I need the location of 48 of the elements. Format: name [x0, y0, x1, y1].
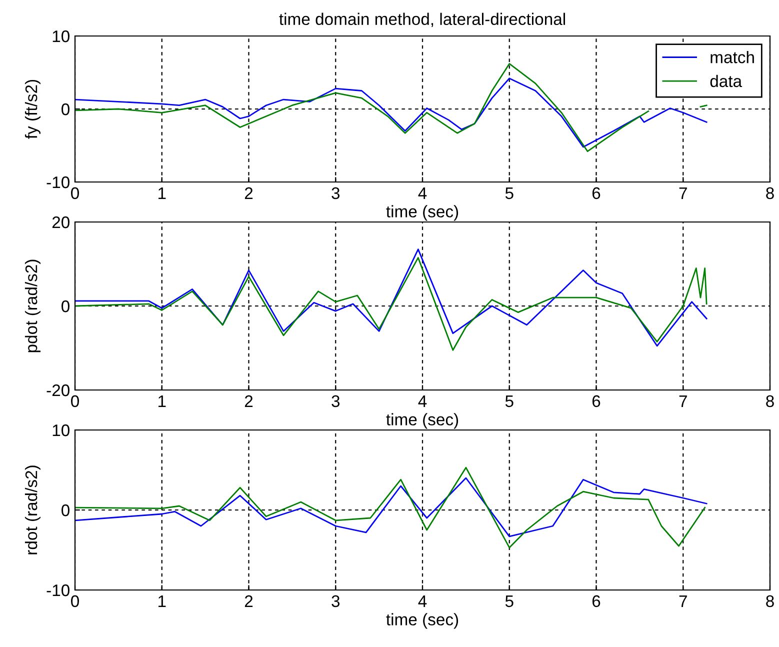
x-tick-label: 3	[332, 595, 340, 608]
x-tick-label: 6	[592, 187, 600, 200]
x-tick-label: 7	[679, 187, 687, 199]
x-tick-label: 4	[418, 395, 427, 407]
x-tick-label: 2	[244, 187, 253, 199]
x-tick-label: 7	[679, 595, 687, 607]
y-tick-label: -10	[46, 176, 70, 188]
x-tick-label: 4	[418, 595, 427, 607]
y-tick-label: -10	[46, 584, 70, 596]
x-tick-label: 2	[244, 595, 253, 607]
line-series	[75, 477, 708, 538]
y-tick-label: 20	[52, 216, 70, 228]
y-tick-label: -20	[46, 384, 70, 396]
legend-label: match	[710, 51, 754, 64]
x-tick-label: 4	[418, 187, 427, 199]
x-tick-label: 5	[505, 595, 514, 608]
y-axis-title: pdot (rad/s2)	[24, 260, 40, 352]
x-tick-label: 1	[158, 595, 166, 607]
x-tick-label: 0	[71, 395, 79, 408]
x-tick-label: 7	[679, 395, 687, 407]
x-tick-label: 2	[244, 395, 253, 407]
x-tick-label: 8	[766, 187, 774, 200]
y-axis-title: rdot (rad/s2)	[24, 466, 40, 554]
x-tick-label: 6	[592, 595, 600, 608]
x-tick-label: 5	[505, 395, 514, 408]
x-tick-label: 0	[71, 187, 79, 200]
x-tick-label: 3	[332, 395, 340, 408]
legend-label: data	[710, 74, 742, 88]
y-tick-label: 0	[62, 504, 70, 516]
x-tick-label: 6	[592, 395, 600, 408]
y-tick-label: 10	[52, 30, 70, 42]
chart-title: time domain method, lateral-directional	[279, 12, 565, 28]
x-axis-title: time (sec)	[386, 205, 458, 221]
x-tick-label: 1	[158, 187, 166, 199]
y-axis-title: fy (ft/s2)	[24, 80, 40, 139]
x-tick-label: 8	[766, 595, 774, 608]
x-tick-label: 3	[332, 187, 340, 200]
y-tick-label: 0	[62, 300, 70, 312]
y-tick-label: 0	[62, 103, 70, 116]
line-series	[75, 78, 708, 148]
x-tick-label: 5	[505, 187, 514, 200]
line-series	[75, 466, 706, 548]
x-axis-title: time (sec)	[386, 413, 458, 429]
x-tick-label: 1	[158, 395, 166, 407]
y-tick-label: 10	[52, 424, 70, 436]
x-axis-title: time (sec)	[386, 613, 458, 629]
x-tick-label: 0	[71, 595, 79, 608]
x-tick-label: 8	[766, 395, 774, 408]
